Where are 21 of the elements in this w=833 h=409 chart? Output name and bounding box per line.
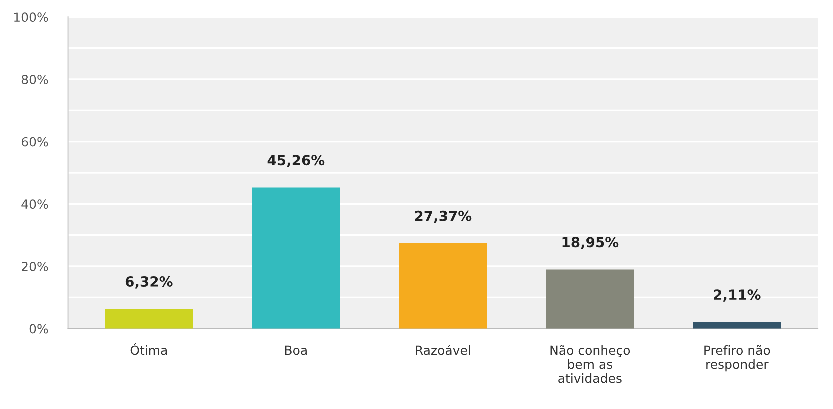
y-tick-label: 40%	[22, 200, 48, 210]
data-label: 45,26%	[268, 155, 325, 168]
x-tick-label: Boa	[285, 346, 307, 356]
y-tick-label: 60%	[22, 137, 48, 147]
y-tick-label: 0%	[30, 324, 48, 334]
bar	[105, 309, 194, 329]
data-label: 6,32%	[126, 276, 173, 289]
data-label: 18,95%	[562, 237, 619, 250]
y-tick-label: 80%	[22, 74, 48, 84]
bar	[399, 244, 488, 329]
data-label: 27,37%	[415, 210, 472, 224]
x-tick-label: Não conheço bem as atividades	[550, 345, 630, 384]
x-tick-label: Razoável	[416, 345, 470, 356]
data-label: 2,11%	[714, 290, 761, 302]
bar	[693, 322, 782, 329]
y-tick-label: 20%	[22, 262, 48, 272]
bar	[252, 188, 340, 329]
x-tick-label: Prefiro não responder	[704, 345, 770, 372]
bar	[546, 270, 634, 329]
x-tick-label: Ótima	[130, 343, 168, 356]
y-tick-label: 100%	[14, 12, 48, 22]
